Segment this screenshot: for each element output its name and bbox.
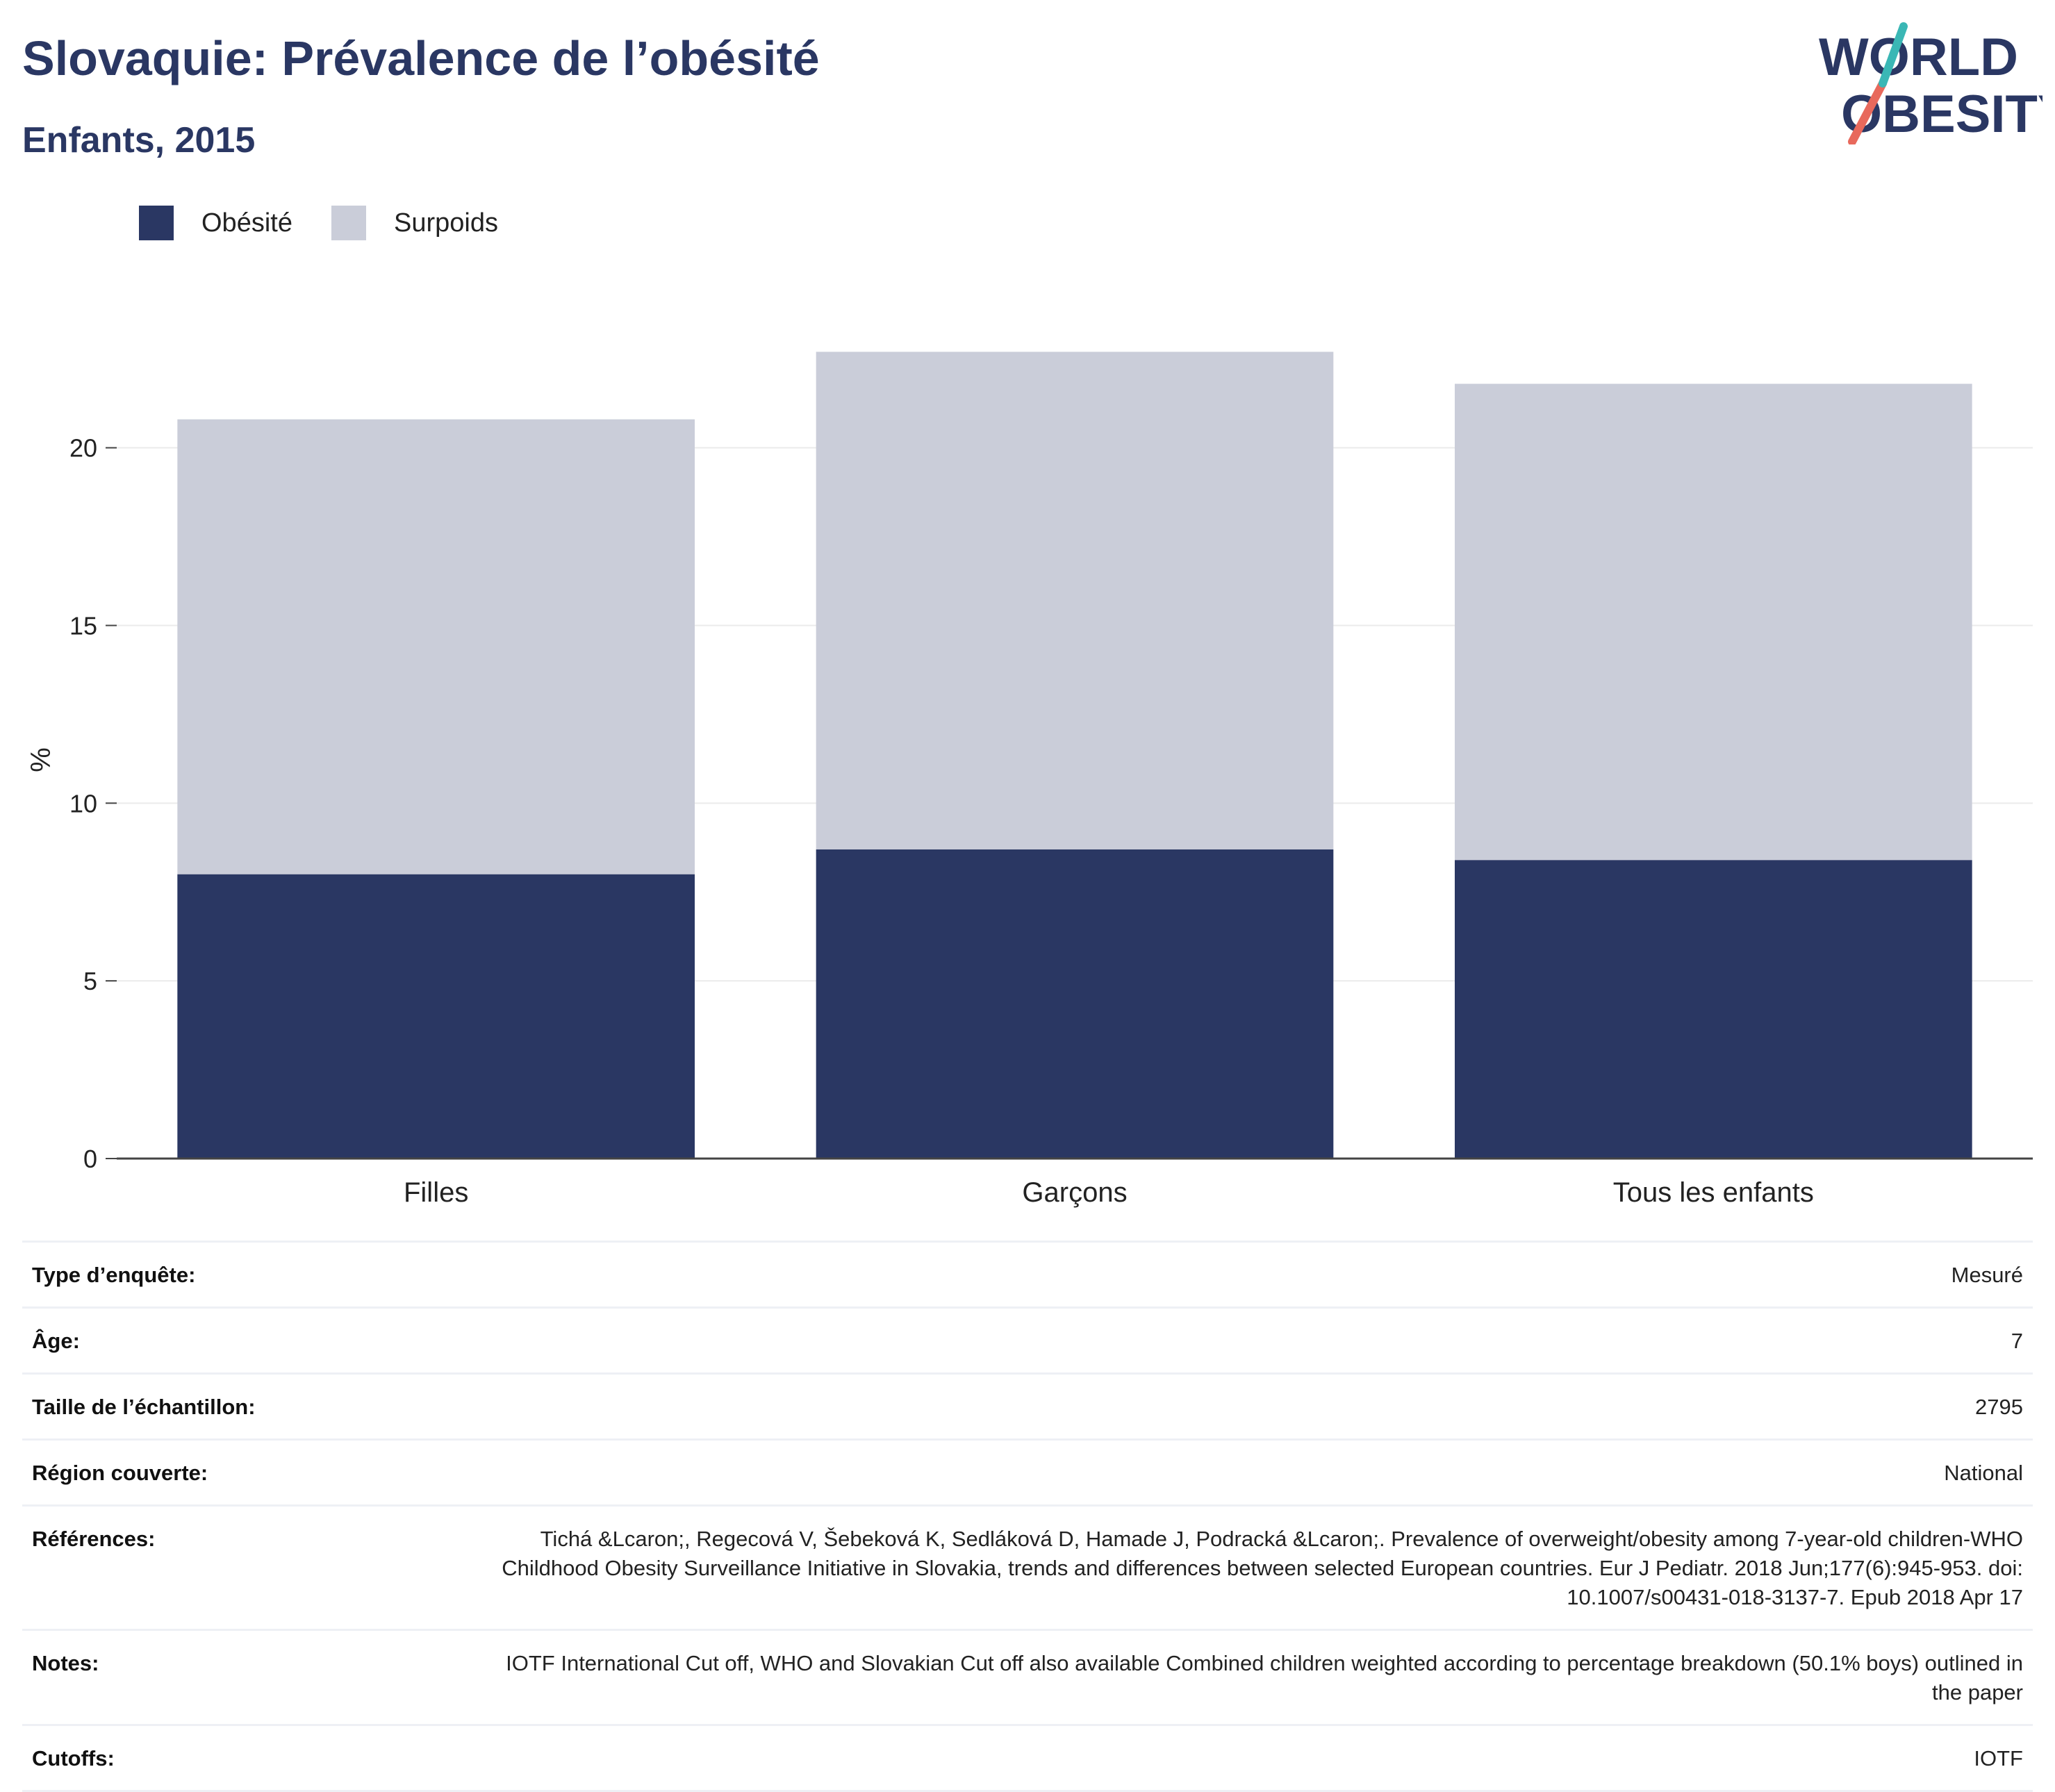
legend-item-obesite: Obésité xyxy=(139,206,292,240)
logo-slash-bottom xyxy=(1848,79,1887,144)
info-row-age: Âge: 7 xyxy=(22,1309,2033,1375)
page-subtitle: Enfants, 2015 xyxy=(22,120,256,160)
info-value: IOTF International Cut off, WHO and Slov… xyxy=(506,1651,2023,1704)
info-value: Tichá &Lcaron;, Regecová V, Šebeková K, … xyxy=(502,1527,2023,1609)
info-value: National xyxy=(1944,1461,2023,1485)
bar-surpoids-2 xyxy=(1455,383,1972,861)
info-row-region: Région couverte: National xyxy=(22,1441,2033,1507)
info-key: Références: xyxy=(32,1527,156,1551)
logo-line1: WORLD xyxy=(1819,28,2018,87)
info-row-cutoffs: Cutoffs: IOTF xyxy=(22,1726,2033,1792)
x-tick-label: Filles xyxy=(404,1177,468,1208)
info-key: Région couverte: xyxy=(32,1461,208,1485)
logo-slash-top xyxy=(1879,22,1908,88)
info-key: Type d’enquête: xyxy=(32,1263,196,1287)
info-row-survey-type: Type d’enquête: Mesuré xyxy=(22,1243,2033,1309)
bar-ob-sit--2 xyxy=(1455,860,1972,1159)
legend-swatch-obesite xyxy=(139,206,174,240)
y-axis-label: % xyxy=(26,747,56,772)
y-tick-label: 15 xyxy=(69,612,97,640)
info-value: Mesuré xyxy=(1951,1263,2023,1287)
x-tick-label: Tous les enfants xyxy=(1613,1177,1814,1208)
legend-label-surpoids: Surpoids xyxy=(393,208,498,238)
info-value: 2795 xyxy=(1975,1395,2023,1419)
y-tick-label: 5 xyxy=(83,967,97,995)
info-key: Cutoffs: xyxy=(32,1746,115,1770)
y-tick-label: 20 xyxy=(69,434,97,463)
chart-legend: Obésité Surpoids xyxy=(139,206,537,240)
world-obesity-logo: WORLD OBESITY xyxy=(1819,22,2042,144)
bar-ob-sit--1 xyxy=(816,849,1334,1159)
info-key: Âge: xyxy=(32,1329,80,1353)
legend-item-surpoids: Surpoids xyxy=(331,206,498,240)
info-row-sample-size: Taille de l’échantillon: 2795 xyxy=(22,1375,2033,1441)
info-value: IOTF xyxy=(1974,1746,2023,1770)
y-tick-label: 0 xyxy=(83,1145,97,1173)
y-tick-label: 10 xyxy=(69,789,97,818)
bar-ob-sit--0 xyxy=(177,874,695,1159)
bar-surpoids-0 xyxy=(177,419,695,874)
x-tick-label: Garçons xyxy=(1022,1177,1127,1208)
info-value: 7 xyxy=(2011,1329,2023,1353)
info-row-notes: Notes: IOTF International Cut off, WHO a… xyxy=(22,1631,2033,1726)
info-key: Taille de l’échantillon: xyxy=(32,1395,256,1419)
stacked-bar-chart: 0 5 10 15 20% Filles Garçons Tous les enfants xyxy=(26,351,2033,1208)
info-row-references: Références: Tichá &Lcaron;, Regecová V, … xyxy=(22,1507,2033,1631)
page-title: Slovaquie: Prévalence de l’obésité xyxy=(22,31,820,85)
bar-surpoids-1 xyxy=(816,351,1334,849)
legend-label-obesite: Obésité xyxy=(201,208,292,238)
info-key: Notes: xyxy=(32,1651,99,1675)
info-table: Type d’enquête: Mesuré Âge: 7 Taille de … xyxy=(22,1241,2033,1792)
legend-swatch-surpoids xyxy=(331,206,366,240)
